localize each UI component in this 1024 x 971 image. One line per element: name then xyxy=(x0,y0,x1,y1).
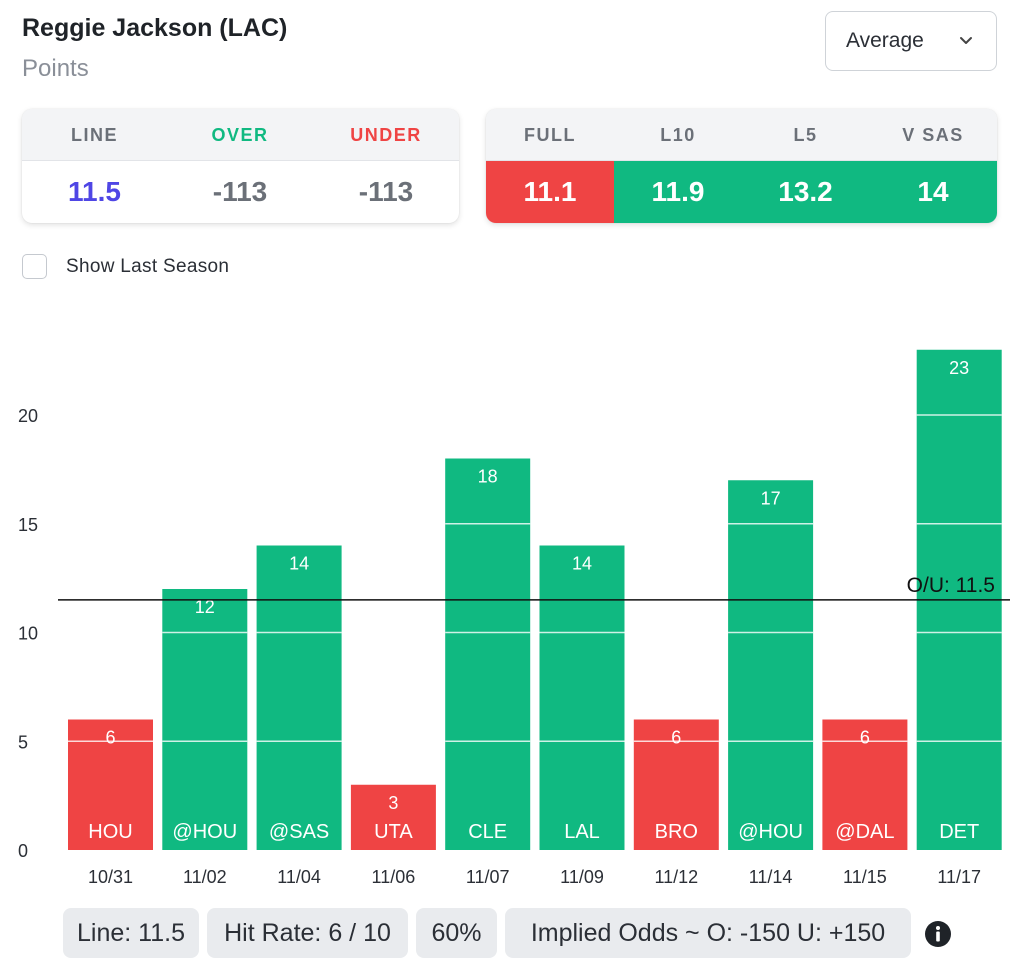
bar-opponent-label: @HOU xyxy=(172,821,237,843)
vs-sas-header: V SAS xyxy=(902,125,964,145)
summary-bar: Line: 11.5 Hit Rate: 6 / 10 60% Implied … xyxy=(0,908,1024,958)
bar xyxy=(728,480,814,850)
x-tick-label: 11/15 xyxy=(843,867,887,887)
bar-value-label: 6 xyxy=(105,728,115,748)
chevron-down-icon xyxy=(960,37,972,44)
bar-value-label: 6 xyxy=(860,728,870,748)
line-pill: Line: 11.5 xyxy=(63,908,199,958)
stat-subtitle: Points xyxy=(22,55,89,82)
bar-opponent-label: DET xyxy=(939,821,979,843)
x-tick-label: 10/31 xyxy=(88,867,133,887)
player-title: Reggie Jackson (LAC) xyxy=(22,14,288,42)
bar-opponent-label: @DAL xyxy=(835,821,894,843)
bar-value-label: 12 xyxy=(195,597,215,617)
bar xyxy=(256,545,342,850)
x-tick-label: 11/02 xyxy=(183,867,227,887)
bar-opponent-label: LAL xyxy=(564,821,600,843)
line-value: 11.5 xyxy=(68,176,121,207)
odds-card: LINE OVER UNDER 11.5 -113 -113 xyxy=(22,109,459,223)
bar-value-label: 14 xyxy=(289,554,309,574)
full-average: 11.1 xyxy=(486,161,614,223)
bar-value-label: 14 xyxy=(572,554,592,574)
bar xyxy=(539,545,625,850)
l10-header: L10 xyxy=(660,125,696,145)
x-tick-label: 11/06 xyxy=(372,867,416,887)
info-icon[interactable] xyxy=(924,920,952,948)
vs-sas-average: 14 xyxy=(869,161,997,223)
bar-opponent-label: CLE xyxy=(468,821,507,843)
under-odds-value: -113 xyxy=(358,176,414,207)
l10-average: 11.9 xyxy=(614,161,742,223)
over-odds-value: -113 xyxy=(212,176,268,207)
bar-value-label: 23 xyxy=(949,358,969,378)
averages-card: FULL L10 L5 V SAS 11.1 11.9 13.2 14 xyxy=(486,109,997,223)
averages-card-header xyxy=(486,109,997,161)
y-tick-label: 20 xyxy=(18,406,38,426)
bar xyxy=(162,589,248,850)
x-tick-label: 11/04 xyxy=(277,867,321,887)
bar-opponent-label: UTA xyxy=(374,821,413,843)
under-header: UNDER xyxy=(350,125,422,145)
bar-opponent-label: HOU xyxy=(88,821,132,843)
full-header: FULL xyxy=(524,125,576,145)
bar-value-label: 18 xyxy=(478,467,498,487)
x-tick-label: 11/17 xyxy=(937,867,981,887)
x-tick-label: 11/09 xyxy=(560,867,604,887)
bar-value-label: 3 xyxy=(388,793,398,813)
l5-average: 13.2 xyxy=(742,161,869,223)
implied-odds-pill: Implied Odds ~ O: -150 U: +150 xyxy=(505,908,911,958)
average-select-value: Average xyxy=(846,29,924,52)
bar-value-label: 6 xyxy=(671,728,681,748)
y-tick-label: 15 xyxy=(18,515,38,535)
l5-header: L5 xyxy=(793,125,818,145)
show-last-season-label: Show Last Season xyxy=(66,256,230,277)
average-select[interactable]: Average xyxy=(825,11,997,71)
bar-value-label: 17 xyxy=(761,488,781,508)
points-bar-chart: 0 5 10 15 20 6 HOU 10/31 12 @HOU 11/02 14 @SAS 11/04 3… xyxy=(18,349,1010,887)
ou-line-label: O/U: 11.5 xyxy=(907,574,995,597)
x-tick-label: 11/12 xyxy=(654,867,698,887)
hit-rate-pill: Hit Rate: 6 / 10 xyxy=(207,908,408,958)
x-tick-label: 11/07 xyxy=(466,867,510,887)
bar xyxy=(350,784,436,850)
bar-opponent-label: BRO xyxy=(655,821,698,843)
y-tick-label: 5 xyxy=(18,732,28,752)
hit-percent-pill: 60% xyxy=(416,908,497,958)
bar-opponent-label: @SAS xyxy=(269,821,329,843)
x-tick-label: 11/14 xyxy=(749,867,793,887)
odds-card-header xyxy=(22,109,459,161)
y-tick-label: 10 xyxy=(18,624,38,644)
over-header: OVER xyxy=(211,125,269,145)
y-tick-label: 0 xyxy=(18,841,28,861)
show-last-season-checkbox[interactable] xyxy=(22,254,47,279)
bar-opponent-label: @HOU xyxy=(738,821,803,843)
line-header: LINE xyxy=(70,125,118,145)
bar xyxy=(445,458,531,850)
